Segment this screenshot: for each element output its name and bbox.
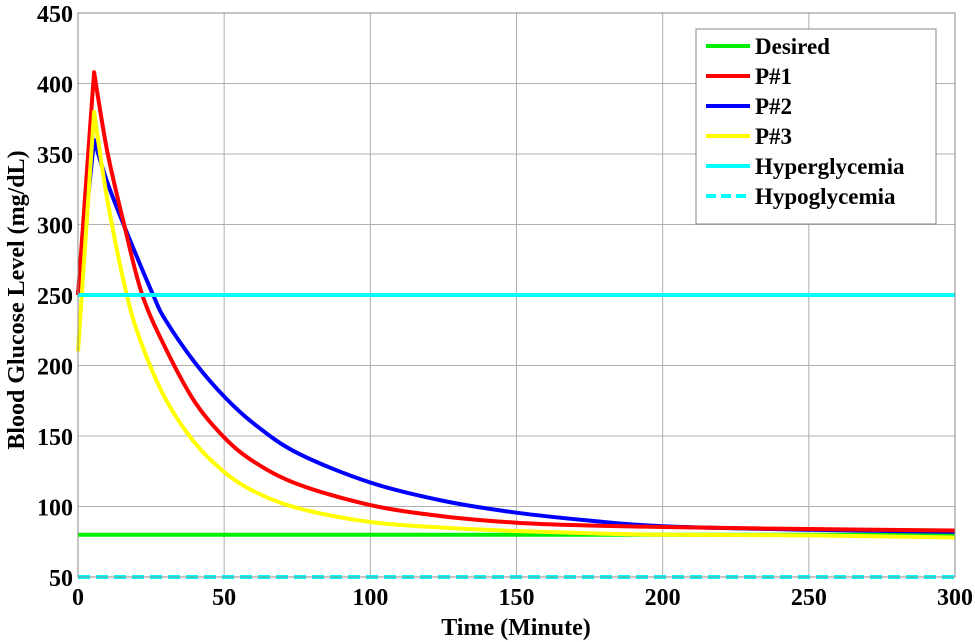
y-tick-label: 450 [37,2,73,28]
x-tick-label: 150 [499,585,535,611]
x-tick-label: 250 [791,585,827,611]
legend-label: P#3 [755,124,792,149]
legend-label: P#2 [755,94,792,119]
x-axis-label: Time (Minute) [441,615,591,641]
legend-label: Hypoglycemia [755,184,896,209]
y-axis-label: Blood Glucose Level (mg/dL) [4,150,30,449]
y-tick-label: 200 [37,355,73,381]
legend-label: P#1 [755,64,792,89]
y-tick-label: 100 [37,496,73,522]
x-tick-label: 200 [645,585,681,611]
legend-label: Hyperglycemia [755,154,905,179]
x-tick-label: 100 [352,585,388,611]
plot-border [77,12,956,578]
y-tick-label: 400 [37,73,73,99]
y-tick-label: 150 [37,425,73,451]
y-tick-label: 50 [49,566,73,592]
series-lines [76,70,956,579]
legend-box [695,28,937,225]
y-tick-label: 300 [37,214,73,240]
x-tick-label: 300 [937,585,973,611]
y-tick-labels: 50 100 150 200 250 300 350 400 450 [37,2,73,592]
x-tick-label: 50 [212,585,236,611]
legend-label: Desired [755,34,830,59]
series-p-1 [76,70,956,533]
y-tick-label: 250 [37,284,73,310]
legend: Desired P#1 P#2 P#3 Hyperglycemia Hypoglycemi… [695,28,937,225]
y-tick-label: 350 [37,143,73,169]
x-tick-label: 0 [72,585,84,611]
x-tick-labels: 0 50 100 150 200 250 300 [72,585,973,611]
series-p-3 [76,109,956,540]
